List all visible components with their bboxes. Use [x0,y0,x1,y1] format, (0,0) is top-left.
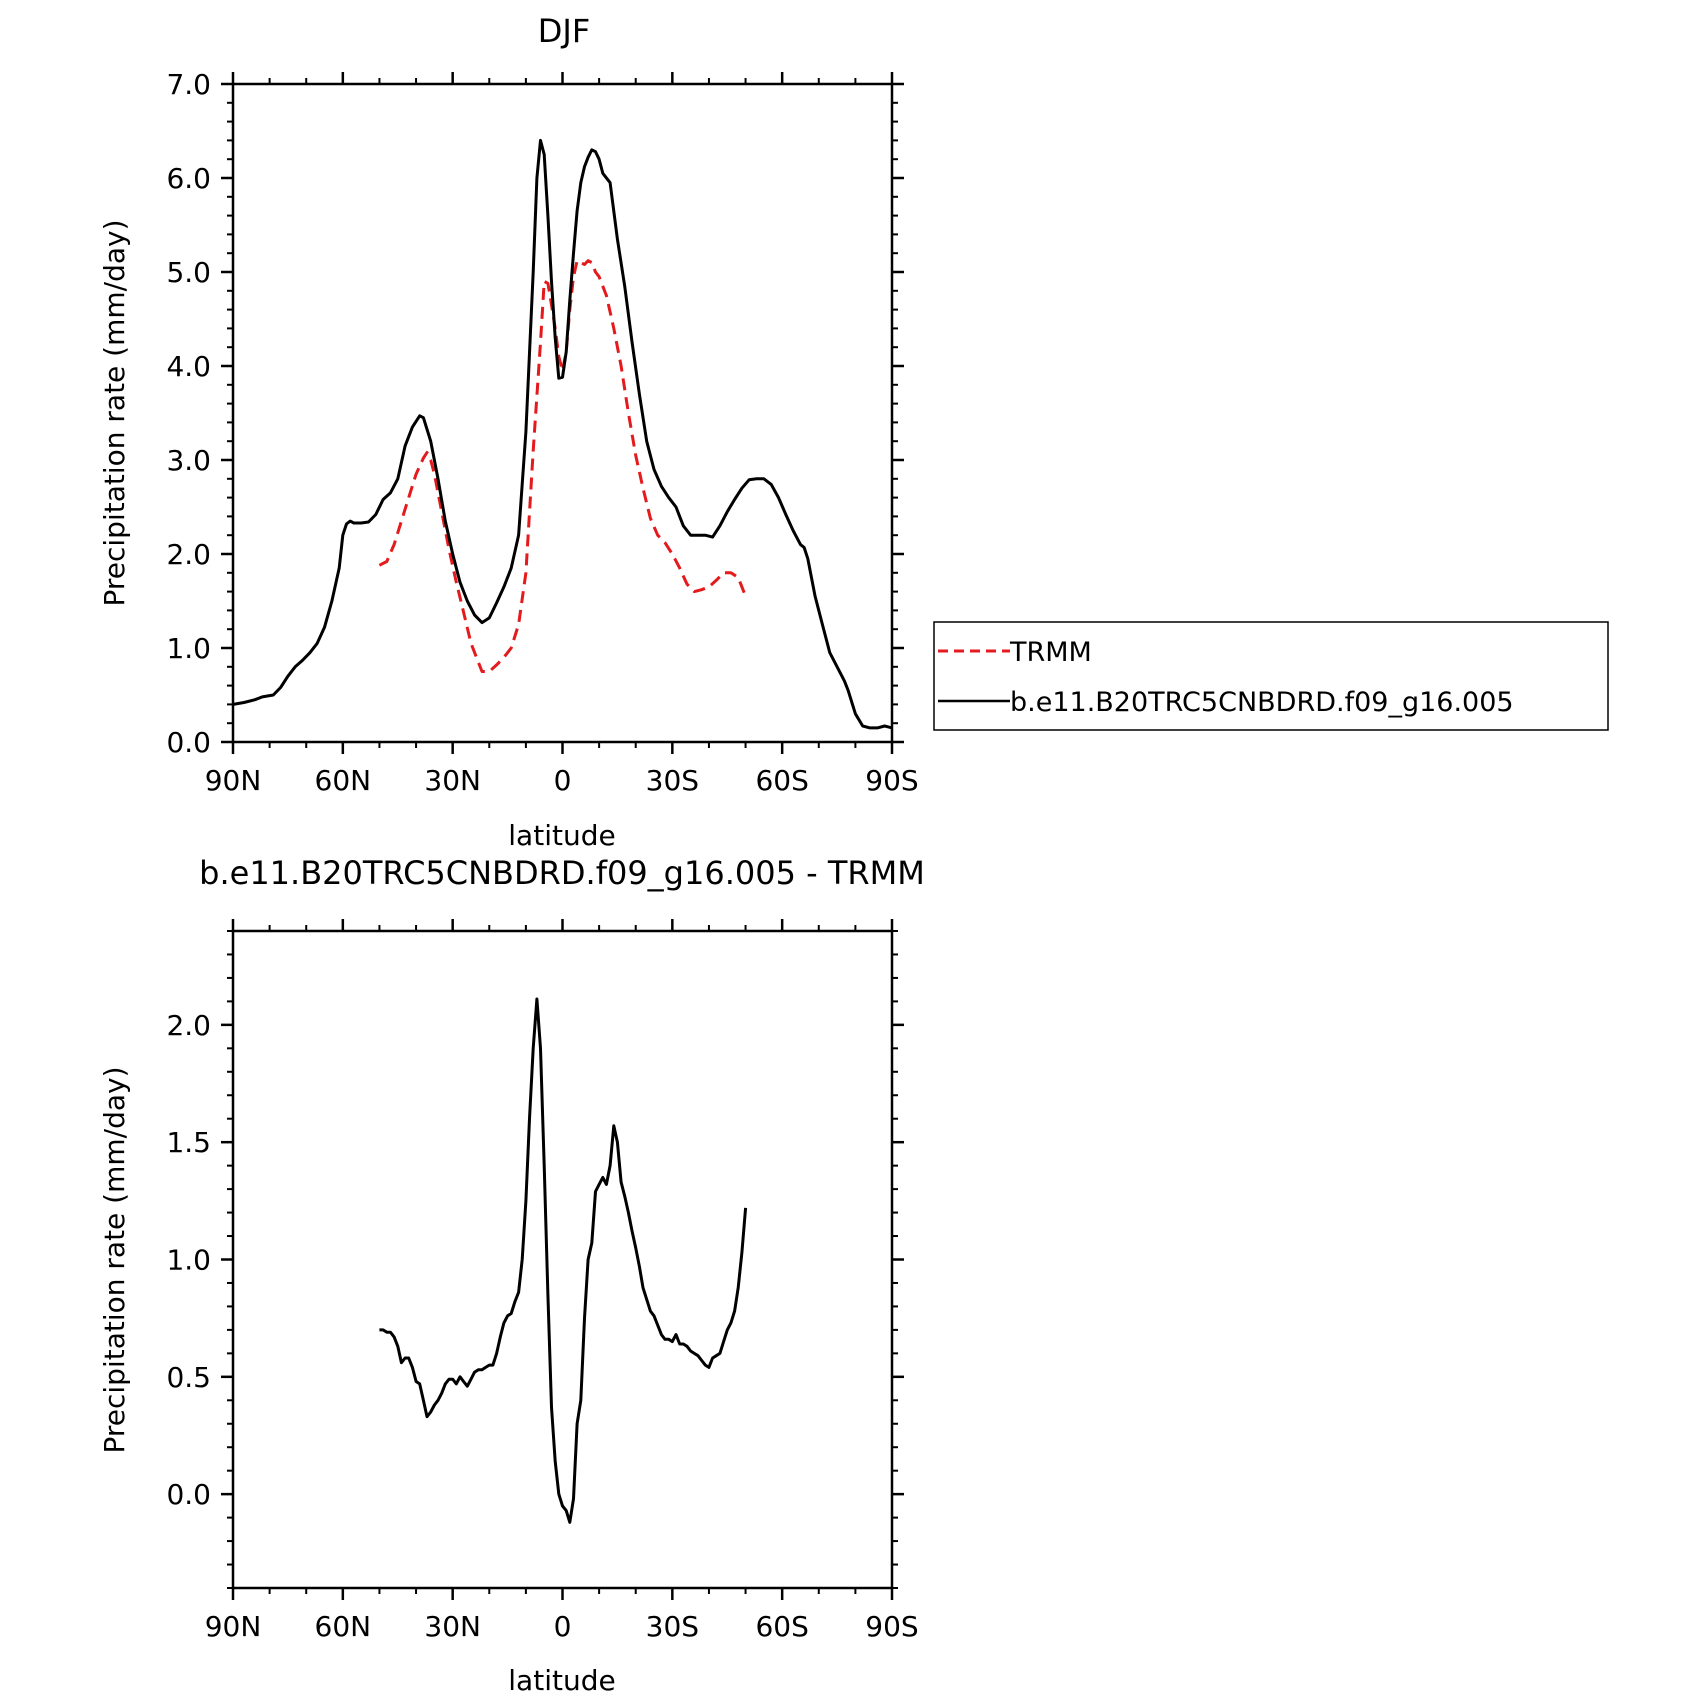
y-tick-label: 2.0 [166,538,211,571]
x-tick-label: 90N [205,764,262,797]
legend-box [933,621,1609,731]
x-tick-label: 30N [424,1610,481,1643]
x-tick-label: 90S [865,764,918,797]
y-tick-label: 6.0 [166,162,211,195]
x-tick-label: 60N [315,1610,372,1643]
x-tick-label: 60S [755,1610,808,1643]
bottom-chart-series [379,997,748,1524]
x-tick-label: 90S [865,1610,918,1643]
y-tick-label: 1.5 [166,1126,211,1159]
top-chart-title: DJF [538,12,590,50]
y-tick-label: 1.0 [166,1244,211,1277]
top-chart-ylabel: Precipitation rate (mm/day) [98,219,131,606]
top-chart-series-b-e11-b20trc5cnbdrd-f09-g16-005 [232,138,893,730]
x-tick-label: 30S [646,1610,699,1643]
top-chart-xlabel: latitude [508,819,615,852]
bottom-chart-frame [231,929,894,1590]
legend-label-model: b.e11.B20TRC5CNBDRD.f09_g16.005 [1010,687,1514,718]
x-tick-label: 60S [755,764,808,797]
x-tick-label: 90N [205,1610,262,1643]
x-tick-label: 0 [554,764,572,797]
legend: TRMM b.e11.B20TRC5CNBDRD.f09_g16.005 [933,621,1609,731]
y-tick-label: 0.5 [166,1361,211,1394]
bottom-chart-xlabel: latitude [508,1664,615,1697]
y-tick-label: 1.0 [166,632,211,665]
y-tick-label: 0.0 [166,1478,211,1511]
x-tick-label: 60N [315,764,372,797]
x-tick-label: 30N [424,764,481,797]
y-tick-label: 5.0 [166,256,211,289]
y-tick-label: 7.0 [166,68,211,101]
top-chart-panel: DJF 90N 60N 30N 0 30S 60S 90S 0.0 1.0 2.0 3.0 4.0 5.… [98,12,919,852]
x-tick-label: 0 [554,1610,572,1643]
top-chart-series [232,138,893,730]
bottom-chart-panel: b.e11.B20TRC5CNBDRD.f09_g16.005 - TRMM 9… [98,854,925,1697]
bottom-chart-series-difference [379,997,748,1524]
y-tick-label: 3.0 [166,444,211,477]
x-tick-label: 30S [646,764,699,797]
bottom-chart-ticks: 90N 60N 30N 0 30S 60S 90S 0.0 0.5 1.0 1.5 2.0 [166,919,919,1643]
top-chart-frame [231,82,894,744]
y-tick-label: 0.0 [166,726,211,759]
y-tick-label: 2.0 [166,1009,211,1042]
bottom-chart-title: b.e11.B20TRC5CNBDRD.f09_g16.005 - TRMM [199,854,925,892]
y-tick-label: 4.0 [166,350,211,383]
legend-label-trmm: TRMM [1009,637,1092,668]
bottom-chart-ylabel: Precipitation rate (mm/day) [98,1066,131,1453]
